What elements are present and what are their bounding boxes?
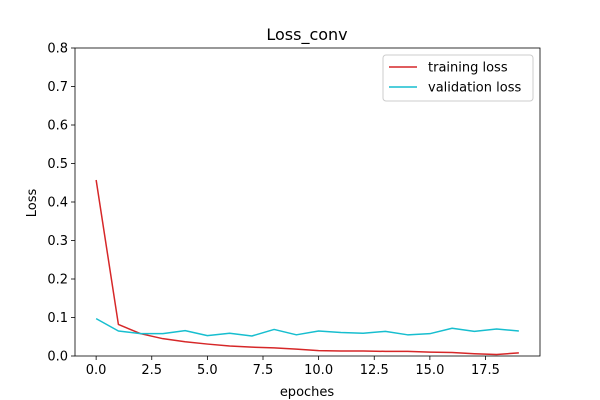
x-tick-label: 5.0 [197, 363, 218, 378]
x-tick-label: 15.0 [415, 363, 444, 378]
series-line-training-loss [95, 179, 519, 356]
x-tick-label: 10.0 [304, 363, 333, 378]
x-tick-label: 7.5 [253, 363, 274, 378]
chart-title: Loss_conv [266, 25, 347, 45]
y-axis-label: Loss [25, 189, 40, 218]
y-tick-label: 0.5 [47, 157, 68, 172]
x-axis-label: epoches [280, 385, 335, 400]
y-tick-label: 0.3 [47, 234, 68, 249]
x-tick-label: 17.5 [471, 363, 500, 378]
y-tick-label: 0.4 [47, 196, 68, 211]
y-tick-label: 0.2 [47, 273, 68, 288]
x-tick-label: 0.0 [86, 363, 107, 378]
y-tick-label: 0.6 [47, 119, 68, 134]
x-tick-label: 2.5 [141, 363, 162, 378]
y-tick-label: 0.1 [47, 311, 68, 326]
plot-area: 0.0 2.5 5.0 7.5 10.0 12.5 15.0 17.5 0.0 0.1 0.2 0.3… [47, 42, 541, 378]
legend: training loss validation loss [382, 54, 534, 102]
series-line-validation-loss [95, 317, 519, 337]
y-tick-label: 0.8 [47, 42, 68, 57]
y-tick-label: 0.7 [47, 80, 68, 95]
x-tick-label: 12.5 [360, 363, 389, 378]
y-tick-label: 0.0 [47, 350, 68, 365]
legend-box [382, 54, 534, 102]
legend-label-validation-loss: validation loss [428, 81, 521, 96]
legend-label-training-loss: training loss [428, 61, 508, 76]
